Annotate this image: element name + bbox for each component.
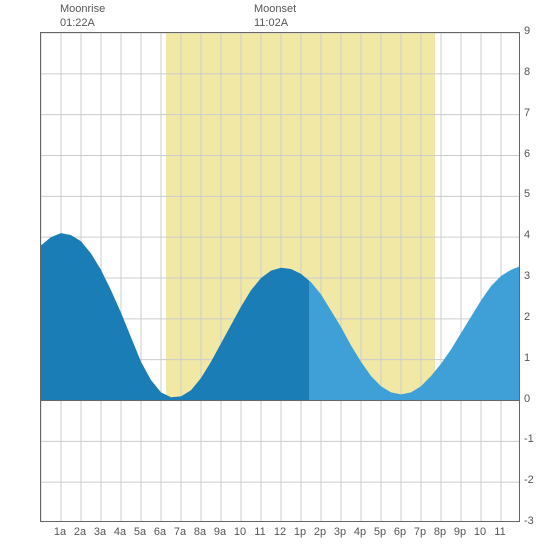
y-tick-label: 7 <box>524 107 530 119</box>
moonrise-label: Moonrise 01:22A <box>60 2 105 30</box>
y-tick-label: -3 <box>524 515 534 527</box>
x-tick-label: 11 <box>250 526 270 538</box>
y-tick-label: 3 <box>524 270 530 282</box>
x-tick-label: 3p <box>330 526 350 538</box>
x-tick-label: 1a <box>50 526 70 538</box>
moonset-label: Moonset 11:02A <box>254 2 296 30</box>
y-tick-label: 0 <box>524 393 530 405</box>
moonset-caption: Moonset <box>254 3 296 15</box>
y-tick-label: -1 <box>524 433 534 445</box>
y-tick-label: -2 <box>524 474 534 486</box>
x-tick-label: 5a <box>130 526 150 538</box>
y-tick-label: 8 <box>524 66 530 78</box>
x-tick-label: 7a <box>170 526 190 538</box>
x-tick-label: 7p <box>410 526 430 538</box>
x-tick-label: 9p <box>450 526 470 538</box>
x-tick-label: 12 <box>270 526 290 538</box>
x-tick-label: 4p <box>350 526 370 538</box>
x-tick-label: 2p <box>310 526 330 538</box>
x-tick-label: 8a <box>190 526 210 538</box>
y-tick-label: 9 <box>524 25 530 37</box>
x-tick-label: 11 <box>490 526 510 538</box>
y-tick-label: 4 <box>524 229 530 241</box>
y-tick-label: 2 <box>524 311 530 323</box>
y-tick-label: 5 <box>524 188 530 200</box>
x-tick-label: 6a <box>150 526 170 538</box>
x-tick-label: 4a <box>110 526 130 538</box>
x-tick-label: 6p <box>390 526 410 538</box>
plot-area <box>40 32 520 522</box>
x-tick-label: 1p <box>290 526 310 538</box>
moonrise-time: 01:22A <box>60 17 95 29</box>
x-tick-label: 8p <box>430 526 450 538</box>
x-tick-label: 10 <box>230 526 250 538</box>
x-tick-label: 5p <box>370 526 390 538</box>
moonset-time: 11:02A <box>254 17 288 29</box>
y-tick-label: 1 <box>524 352 530 364</box>
tide-chart: Moonrise 01:22A Moonset 11:02A 1a2a3a4a5… <box>0 0 550 550</box>
chart-svg <box>41 33 520 522</box>
x-tick-label: 2a <box>70 526 90 538</box>
y-tick-label: 6 <box>524 148 530 160</box>
x-tick-label: 10 <box>470 526 490 538</box>
moonrise-caption: Moonrise <box>60 3 105 15</box>
x-tick-label: 3a <box>90 526 110 538</box>
x-tick-label: 9a <box>210 526 230 538</box>
